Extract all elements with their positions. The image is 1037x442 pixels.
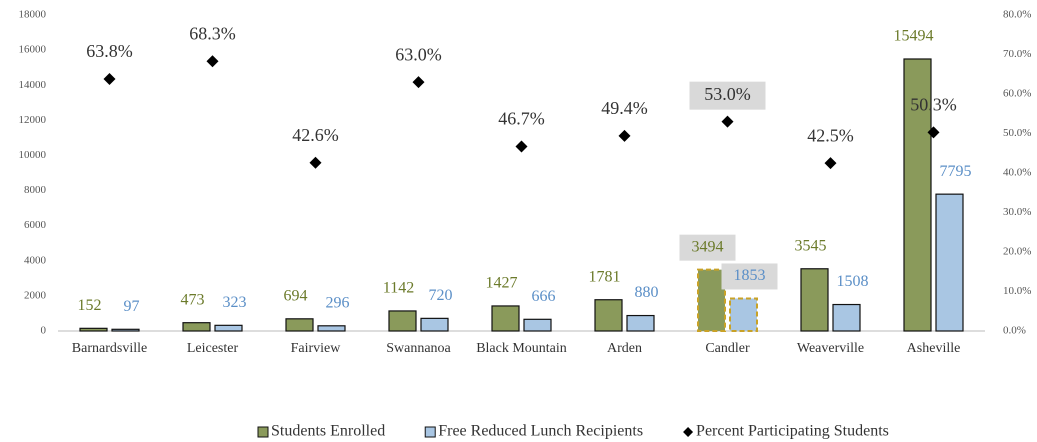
y2-tick-label: 80.0% <box>1003 9 1031 21</box>
data-label: 1427 <box>486 275 518 292</box>
data-label: 666 <box>532 288 556 305</box>
bar <box>317 325 346 332</box>
x-tick-label: Arden <box>607 341 642 356</box>
data-label: 42.6% <box>292 125 339 145</box>
bar <box>285 318 314 332</box>
data-label: 3494 <box>692 238 724 255</box>
legend-label: Percent Participating Students <box>696 423 889 440</box>
y2-tick-label: 60.0% <box>1003 88 1031 100</box>
marker <box>103 72 116 85</box>
y2-tick-label: 70.0% <box>1003 48 1031 60</box>
data-label: 296 <box>326 294 350 311</box>
bar <box>903 58 932 332</box>
data-label: 694 <box>284 287 308 304</box>
data-label: 49.4% <box>601 98 648 118</box>
marker <box>618 129 631 142</box>
data-label: 53.0% <box>704 84 751 104</box>
bar <box>626 314 655 332</box>
y2-tick-label: 10.0% <box>1003 285 1031 297</box>
marker <box>721 115 734 128</box>
bar <box>182 322 211 332</box>
marker <box>824 157 837 170</box>
y2-tick-label: 20.0% <box>1003 246 1031 258</box>
bar <box>935 193 964 332</box>
data-label: 880 <box>635 284 659 301</box>
bar <box>697 268 726 332</box>
data-label: 1781 <box>589 268 621 285</box>
data-label: 3545 <box>795 237 827 254</box>
bar <box>420 317 449 332</box>
legend-label: Students Enrolled <box>271 423 385 440</box>
label-box <box>679 234 736 261</box>
bar <box>111 328 140 332</box>
data-label: 720 <box>429 287 453 304</box>
y-tick-label: 12000 <box>19 114 47 126</box>
y-tick-label: 8000 <box>24 184 47 196</box>
y2-tick-label: 50.0% <box>1003 127 1031 139</box>
bar <box>388 310 417 332</box>
label-box <box>721 263 778 290</box>
legend-label: Free Reduced Lunch Recipients <box>438 423 643 440</box>
bar <box>79 327 108 332</box>
data-label: 473 <box>181 291 205 308</box>
marker <box>206 55 219 68</box>
x-tick-label: Weaverville <box>796 341 865 356</box>
bar <box>832 303 861 332</box>
y2-tick-label: 30.0% <box>1003 206 1031 218</box>
y-tick-label: 18000 <box>19 9 47 21</box>
label-box <box>689 81 766 110</box>
legend-swatch <box>424 426 436 438</box>
data-label: 68.3% <box>189 23 236 43</box>
data-label: 42.5% <box>807 125 854 145</box>
y-tick-label: 4000 <box>24 254 47 266</box>
data-label: 63.8% <box>86 41 133 61</box>
x-tick-label: Fairview <box>290 341 341 356</box>
x-tick-label: Swannanoa <box>386 341 451 356</box>
y2-tick-label: 40.0% <box>1003 167 1031 179</box>
y-tick-label: 16000 <box>19 44 47 56</box>
y-tick-label: 6000 <box>24 219 47 231</box>
x-tick-label: Asheville <box>906 341 961 356</box>
y2-tick-label: 0.0% <box>1003 325 1026 337</box>
x-tick-label: Candler <box>705 341 750 356</box>
data-label: 97 <box>124 298 140 315</box>
y-tick-label: 14000 <box>19 79 47 91</box>
data-label: 323 <box>223 294 247 311</box>
bar <box>214 324 243 332</box>
bar <box>523 318 552 332</box>
data-label: 1508 <box>837 273 869 290</box>
bar <box>729 297 758 332</box>
marker <box>515 140 528 153</box>
x-tick-label: Leicester <box>186 341 239 356</box>
data-label: 1853 <box>734 267 766 284</box>
bar <box>491 305 520 332</box>
data-label: 152 <box>78 297 102 314</box>
legend-swatch <box>257 426 269 438</box>
data-label: 1142 <box>383 280 414 297</box>
data-label: 50.3% <box>910 94 957 114</box>
bar <box>800 268 829 332</box>
data-label: 46.7% <box>498 109 545 129</box>
bar <box>594 299 623 332</box>
data-label: 63.0% <box>395 44 442 64</box>
y-tick-label: 10000 <box>19 149 47 161</box>
y-tick-label: 2000 <box>24 289 47 301</box>
marker <box>309 156 322 169</box>
data-label: 7795 <box>940 163 972 180</box>
legend-swatch <box>683 427 694 437</box>
data-label: 15494 <box>894 28 934 45</box>
x-tick-label: Barnardsville <box>71 341 148 356</box>
y-tick-label: 0 <box>41 325 47 337</box>
marker <box>412 76 425 89</box>
x-tick-label: Black Mountain <box>476 341 567 356</box>
marker <box>927 126 940 139</box>
